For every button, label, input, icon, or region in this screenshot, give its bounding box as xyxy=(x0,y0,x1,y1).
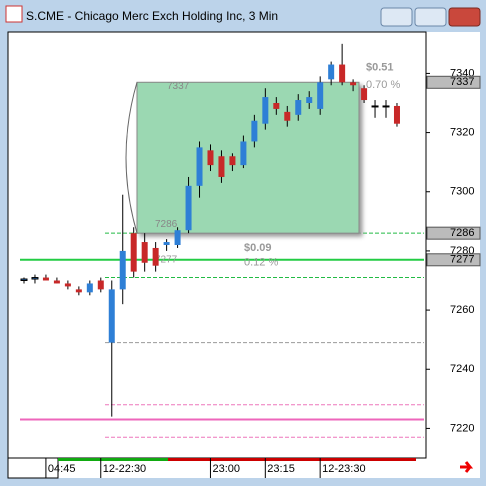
candle-body xyxy=(251,120,258,142)
y-tick-label: 7220 xyxy=(450,422,474,434)
annotation: 0.12 % xyxy=(244,257,278,269)
y-tick-label: 7300 xyxy=(450,186,474,198)
measure-arc xyxy=(125,82,138,234)
y-tick-label: 7240 xyxy=(450,363,474,375)
candle-body xyxy=(306,97,313,103)
annotation: 0.70 % xyxy=(366,79,400,91)
candle-body xyxy=(207,150,214,166)
app-icon xyxy=(5,5,23,23)
candle-body xyxy=(42,277,49,281)
candle-body xyxy=(284,111,291,121)
candle-body xyxy=(350,82,357,86)
annotation: $0.51 xyxy=(366,61,394,73)
candle-body xyxy=(328,64,335,80)
price-marker xyxy=(426,226,481,240)
annotation: 7277 xyxy=(155,254,178,265)
x-tick-label: 12-23:30 xyxy=(322,463,365,475)
candle-body xyxy=(163,242,170,245)
x-tick-label: 23:00 xyxy=(212,463,240,475)
x-tick-label: 23:15 xyxy=(267,463,295,475)
candle-body xyxy=(141,242,148,263)
measure-box xyxy=(136,81,360,234)
volume-strip xyxy=(58,458,168,461)
candle-body xyxy=(196,147,203,186)
window-title: S.CME - Chicago Merc Exch Holding Inc, 3… xyxy=(26,9,278,23)
scroll-arrow[interactable] xyxy=(460,461,474,473)
candle-body xyxy=(382,105,390,108)
candle-body xyxy=(130,233,137,272)
candle-body xyxy=(371,105,379,108)
candle-body xyxy=(97,280,104,290)
candle-body xyxy=(229,156,236,166)
candle-body xyxy=(86,283,93,293)
candle-body xyxy=(339,64,346,83)
x-tick-label: 04:45 xyxy=(48,463,76,475)
close-button[interactable] xyxy=(448,7,481,27)
y-tick-label: 7260 xyxy=(450,304,474,316)
volume-strip xyxy=(168,458,416,461)
x-tick-label: 12-22:30 xyxy=(103,463,146,475)
candle-body xyxy=(108,289,115,343)
candle-body xyxy=(361,88,368,101)
candle-body xyxy=(174,230,181,245)
box-label: 7286 xyxy=(155,219,178,230)
box-label: 7337 xyxy=(167,81,190,92)
candle-body xyxy=(31,277,39,280)
candle-body xyxy=(393,105,400,124)
minimize-button[interactable] xyxy=(380,7,413,27)
candle-body xyxy=(240,141,247,166)
annotation: $0.09 xyxy=(244,242,272,254)
candle-body xyxy=(185,185,192,231)
candle-body xyxy=(119,250,126,290)
price-marker-label: 7286 xyxy=(450,227,474,239)
price-marker xyxy=(426,75,481,89)
candle-body xyxy=(295,100,302,115)
candle-body xyxy=(64,283,71,287)
y-tick-label: 7320 xyxy=(450,126,474,138)
candle-body xyxy=(262,97,269,124)
price-marker xyxy=(426,253,481,267)
candle-body xyxy=(273,103,280,109)
candle-body xyxy=(20,278,28,282)
price-marker-label: 7277 xyxy=(450,254,474,266)
candle-body xyxy=(317,82,324,109)
candle-body xyxy=(75,289,82,293)
candle-body xyxy=(53,280,60,284)
maximize-button[interactable] xyxy=(414,7,447,27)
price-marker-label: 7337 xyxy=(450,76,474,88)
candle-body xyxy=(218,156,225,177)
candle-body xyxy=(152,247,159,266)
